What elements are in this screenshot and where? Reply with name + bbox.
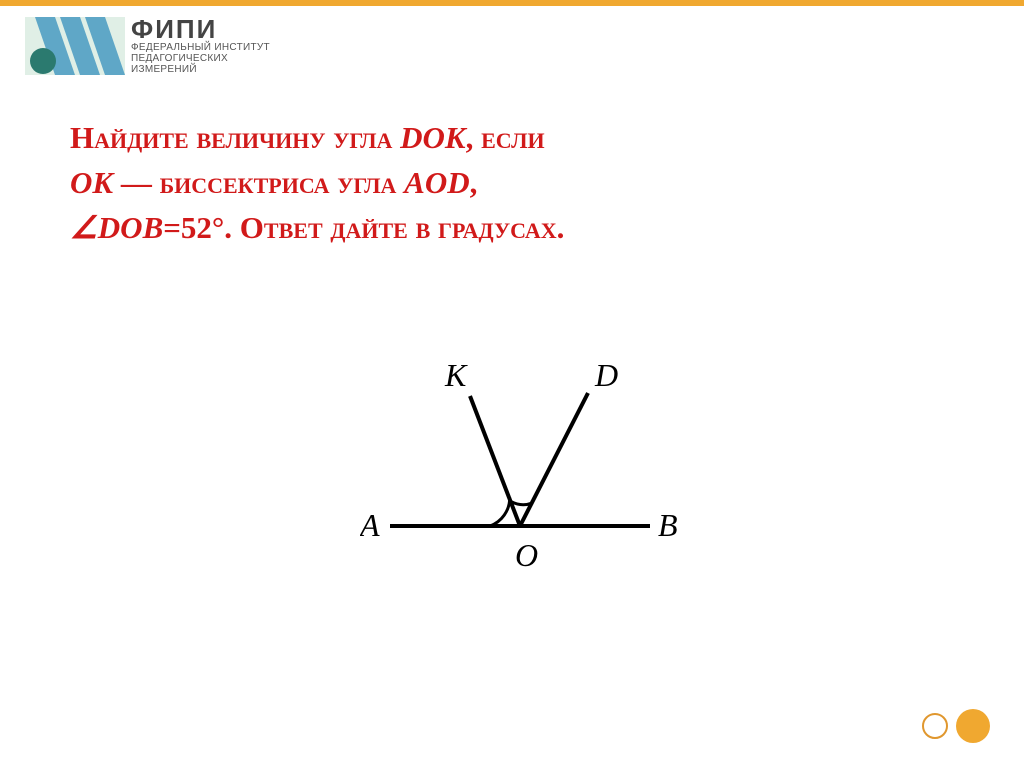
- slide: ФИПИ Федеральный институт педагогических…: [0, 0, 1024, 767]
- geometry-diagram: K D A B O: [360, 356, 680, 596]
- text-var: DOK: [400, 120, 465, 155]
- nav-dot-prev[interactable]: [922, 713, 948, 739]
- svg-text:K: K: [444, 357, 468, 393]
- logo-sub-2: педагогических: [131, 54, 270, 64]
- svg-text:A: A: [360, 507, 380, 543]
- nav-dots: [922, 709, 990, 743]
- text-var: OK: [70, 165, 113, 200]
- fipi-logo-icon: [25, 17, 125, 75]
- text-part: — биссектриса угла: [113, 165, 404, 200]
- logo-title: ФИПИ: [131, 16, 270, 42]
- svg-text:D: D: [594, 357, 618, 393]
- text-part: ,: [470, 165, 478, 200]
- text-var: AOD: [404, 165, 469, 200]
- text-part: =52°. Ответ дайте в градусах.: [163, 210, 564, 245]
- logo-sub-3: измерений: [131, 65, 270, 75]
- logo-sub-1: Федеральный институт: [131, 43, 270, 53]
- svg-text:O: O: [515, 537, 538, 573]
- text-part: , если: [466, 120, 545, 155]
- text-var: ∠DOB: [70, 210, 163, 245]
- nav-dot-current[interactable]: [956, 709, 990, 743]
- fipi-logo-block: ФИПИ Федеральный институт педагогических…: [25, 16, 270, 75]
- svg-text:B: B: [658, 507, 678, 543]
- fipi-logo-text: ФИПИ Федеральный институт педагогических…: [131, 16, 270, 75]
- problem-statement: Найдите величину угла DOK, если OK — бис…: [70, 116, 954, 251]
- text-part: Найдите величину угла: [70, 120, 400, 155]
